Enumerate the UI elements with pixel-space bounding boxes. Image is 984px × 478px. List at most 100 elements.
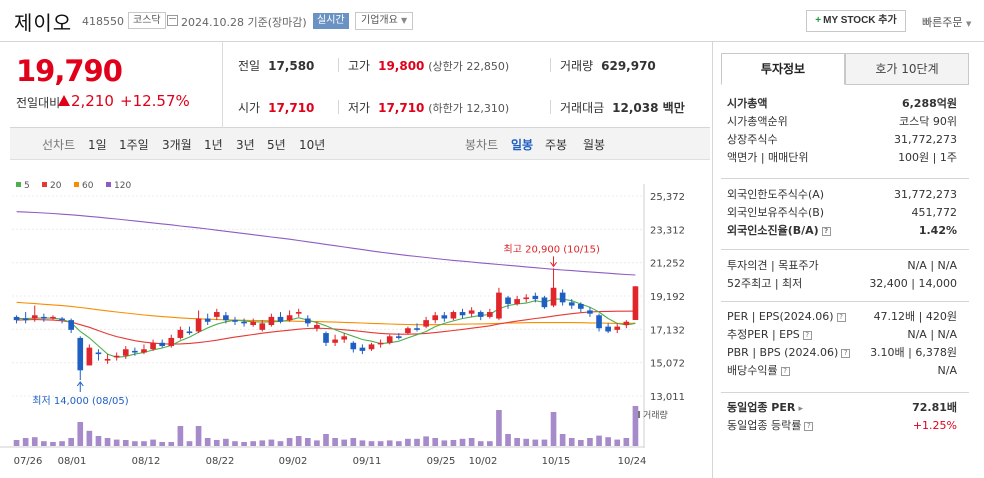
high-arrow-head [550, 262, 557, 268]
volume-bar [86, 430, 93, 446]
stock-name: 제이오 [14, 11, 73, 35]
dropdown-arrow-icon: ▼ [401, 16, 408, 25]
quick-order-label: 빠른주문 [922, 16, 963, 29]
candle-body [395, 336, 402, 338]
tab-investment-info[interactable]: 투자정보 [721, 53, 845, 85]
candle-body [195, 318, 202, 332]
candle-monthly[interactable]: 월봉 [583, 138, 606, 152]
candle-body [213, 312, 220, 317]
x-tick-label: 08/01 [58, 456, 87, 467]
legend-label: 5 [24, 181, 30, 191]
volume-bar [514, 438, 520, 446]
candle-body [323, 333, 329, 343]
candle-body [314, 324, 320, 329]
current-price-box: 19,790 전일대비 2,210 +12.57% [10, 42, 223, 128]
candle-body [568, 302, 575, 306]
upper-limit: (상한가 22,850) [428, 60, 510, 73]
help-icon[interactable]: ? [804, 421, 814, 431]
candle-body [496, 292, 502, 319]
candle-body [86, 347, 93, 366]
candle-body [332, 339, 338, 343]
help-icon[interactable]: ? [780, 366, 790, 376]
volume-bar [304, 438, 311, 446]
info-key: 52주최고 | 최저 [727, 277, 803, 290]
quick-order-button[interactable]: 빠른주문 ▼ [922, 14, 971, 30]
x-tick-label: 09/11 [353, 456, 382, 467]
candle-body [59, 318, 65, 321]
candle-body [523, 297, 530, 300]
volume-bar [277, 441, 284, 446]
period-10y[interactable]: 10년 [299, 138, 326, 152]
help-icon[interactable]: ? [821, 226, 831, 236]
info-row: 외국인소진율(B/A)? 1.42% [727, 222, 957, 240]
candle-weekly[interactable]: 주봉 [545, 138, 568, 152]
y-tick-label: 21,252 [650, 259, 685, 270]
high-price: 고가 19,800 (상한가 22,850) [348, 57, 509, 74]
info-value: +1.25% [912, 419, 957, 432]
price-summary: 19,790 전일대비 2,210 +12.57% 전일 17,580 고가 19,… [10, 42, 710, 128]
candle-body [441, 315, 448, 319]
period-3m[interactable]: 3개월 [162, 138, 192, 152]
candle-body [377, 342, 384, 345]
arrow-right-icon[interactable]: ▸ [795, 404, 804, 414]
info-row: 외국인보유주식수(B) 451,772 [727, 204, 957, 222]
add-my-stock-button[interactable]: + MY STOCK 추가 [806, 10, 906, 32]
info-group-valuation: PER | EPS(2024.06)? 47.12배 | 420원 추정PER | … [727, 308, 957, 380]
realtime-button[interactable]: 실시간 [313, 13, 349, 29]
info-value: N/A [937, 364, 957, 377]
lower-limit: (하한가 12,310) [428, 102, 510, 115]
volume-bar [477, 441, 484, 446]
candle-body [596, 315, 602, 329]
info-value: 100원 | 1주 [898, 151, 957, 164]
help-icon[interactable]: ? [802, 330, 812, 340]
candle-body [359, 347, 366, 351]
stock-chart[interactable]: 5 20 60 120 25,372 23,312 21,252 19,192 17,132 15… [0, 170, 712, 478]
current-price: 19,790 [16, 54, 123, 88]
candlestick-chart-svg[interactable]: 5 20 60 120 25,372 23,312 21,252 19,192 17,132 15… [0, 170, 712, 478]
info-value: 31,772,273 [894, 133, 957, 146]
open-value: 17,710 [268, 101, 315, 115]
tab-order-book[interactable]: 호가 10단계 [845, 53, 969, 85]
volume-bar [177, 426, 184, 446]
info-value: 코스닥 90위 [899, 115, 957, 128]
info-value: 72.81배 [912, 401, 957, 414]
candle-body [295, 312, 302, 314]
candle-body [241, 321, 247, 324]
info-key: PER | EPS(2024.06)? [727, 308, 846, 326]
divider [721, 178, 969, 179]
info-value: N/A | N/A [907, 259, 957, 272]
legend-label: 60 [82, 181, 94, 191]
candle-daily[interactable]: 일봉 [511, 138, 534, 152]
candle-body [541, 297, 548, 308]
volume-bar [614, 439, 621, 446]
volume-bar [505, 434, 511, 446]
diff-value-text: 2,210 [71, 92, 114, 110]
prev-close-value: 17,580 [268, 59, 315, 73]
high-value: 19,800 [378, 59, 425, 73]
legend-label: 20 [50, 181, 62, 191]
divider [338, 58, 339, 72]
divider [550, 58, 551, 72]
volume-bar [532, 439, 539, 446]
candle-body [68, 320, 74, 330]
company-overview-button[interactable]: 기업개요 ▼ [355, 12, 414, 30]
trade-amount-label: 거래대금 [560, 101, 605, 115]
period-1w[interactable]: 1주일 [119, 138, 149, 152]
volume-bar [250, 441, 257, 446]
period-1y[interactable]: 1년 [204, 138, 223, 152]
volume-bar [159, 442, 165, 446]
period-5y[interactable]: 5년 [267, 138, 286, 152]
help-icon[interactable]: ? [841, 348, 851, 358]
candle-body [605, 326, 611, 332]
prev-close: 전일 17,580 [238, 57, 314, 74]
period-3y[interactable]: 3년 [236, 138, 255, 152]
help-icon[interactable]: ? [836, 312, 846, 322]
volume-bar [168, 442, 175, 446]
volume-bar [587, 438, 593, 446]
period-1d[interactable]: 1일 [88, 138, 107, 152]
low-price: 저가 17,710 (하한가 12,310) [348, 99, 509, 116]
high-annotation: 최고 20,900 (10/15) [504, 243, 600, 255]
candle-body [141, 349, 147, 353]
calendar-icon [167, 15, 178, 26]
info-row: 동일업종 등락률? +1.25% [727, 417, 957, 435]
